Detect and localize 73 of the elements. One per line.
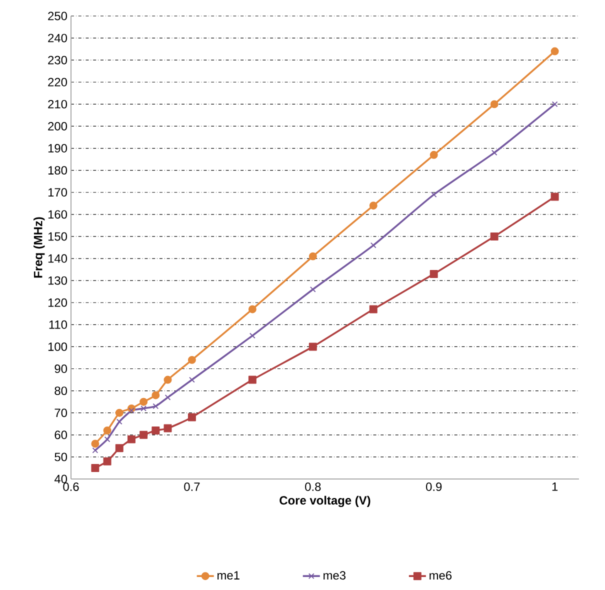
point <box>92 447 98 454</box>
point <box>128 408 134 414</box>
point <box>152 403 159 410</box>
point <box>310 286 316 292</box>
point <box>116 418 122 425</box>
x-tick-label: 0.8 <box>305 482 321 491</box>
point <box>550 47 559 56</box>
point <box>115 408 124 417</box>
y-tick-label: 190 <box>48 144 68 153</box>
y-tick-label: 120 <box>48 298 68 307</box>
y-tick-label: 230 <box>48 56 68 64</box>
y-tick-label: 50 <box>54 452 68 462</box>
point <box>248 305 256 314</box>
point <box>308 342 317 351</box>
point <box>490 232 498 240</box>
point <box>369 202 378 210</box>
x-axis-title: Core voltage (V) <box>280 496 370 508</box>
point <box>140 398 148 406</box>
point <box>188 413 196 422</box>
y-tick-label: 250 <box>48 12 68 20</box>
legend-label: me6 <box>430 571 452 580</box>
point <box>140 405 147 412</box>
y-tick-label: 210 <box>48 100 68 108</box>
point <box>188 356 196 364</box>
point <box>164 376 172 384</box>
point <box>188 376 195 383</box>
y-tick-label: 150 <box>48 232 68 241</box>
y-axis-title: Freq (MHz) <box>34 217 45 278</box>
y-tick-label: 220 <box>48 78 68 86</box>
point <box>550 192 559 201</box>
point <box>91 464 100 472</box>
point <box>103 426 112 434</box>
point <box>370 242 376 248</box>
y-tick-label: 130 <box>48 276 68 285</box>
y-tick-label: 170 <box>48 188 68 197</box>
point <box>91 440 100 448</box>
point <box>104 436 110 442</box>
point <box>164 424 172 432</box>
point <box>430 270 438 278</box>
point <box>552 101 558 108</box>
point <box>430 150 438 159</box>
legend-label: me3 <box>324 571 346 580</box>
x-tick-label: 0.9 <box>426 482 442 491</box>
y-tick-label: 80 <box>54 386 68 396</box>
y-tick-label: 60 <box>54 430 68 440</box>
y-tick-label: 180 <box>48 166 68 175</box>
y-tick-label: 70 <box>54 408 68 418</box>
legend-label: me1 <box>218 571 240 580</box>
x-tick-label: 1 <box>552 482 558 491</box>
point <box>140 430 148 439</box>
x-tick-label: 0.7 <box>184 482 200 491</box>
point <box>369 305 378 314</box>
x-tick-label: 0.6 <box>63 482 79 491</box>
y-tick-label: 200 <box>48 122 68 130</box>
point <box>152 391 160 400</box>
point <box>164 394 171 400</box>
y-tick-label: 240 <box>48 34 68 42</box>
point <box>249 332 256 339</box>
y-tick-label: 110 <box>49 320 68 329</box>
y-tick-label: 40 <box>54 474 68 484</box>
point <box>152 426 160 434</box>
y-tick-label: 90 <box>54 364 68 373</box>
point <box>430 192 437 198</box>
point <box>103 457 112 466</box>
point <box>127 435 136 444</box>
point <box>248 376 256 384</box>
point <box>115 444 124 452</box>
point <box>490 100 498 108</box>
y-tick-label: 100 <box>48 342 68 351</box>
point <box>491 150 498 156</box>
y-tick-label: 160 <box>48 210 68 219</box>
point <box>308 252 317 260</box>
y-tick-label: 140 <box>48 254 68 263</box>
